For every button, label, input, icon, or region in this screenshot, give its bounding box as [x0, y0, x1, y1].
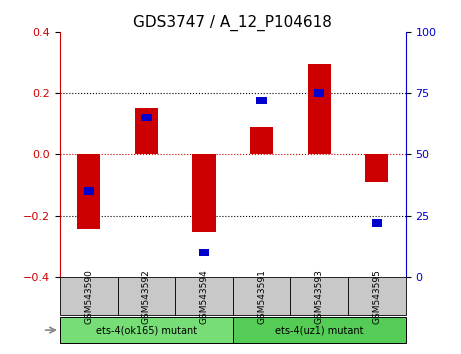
Text: GSM543594: GSM543594 — [200, 269, 208, 324]
Title: GDS3747 / A_12_P104618: GDS3747 / A_12_P104618 — [133, 14, 332, 30]
Bar — [372, 219, 382, 227]
Text: GSM543593: GSM543593 — [315, 269, 324, 324]
Bar — [233, 277, 290, 315]
Bar — [256, 97, 267, 104]
Text: ets-4(uz1) mutant: ets-4(uz1) mutant — [275, 325, 363, 335]
Bar — [135, 108, 158, 154]
Bar — [365, 154, 388, 182]
Bar — [118, 277, 175, 315]
Text: GSM543592: GSM543592 — [142, 269, 151, 324]
Bar — [233, 317, 406, 343]
Bar — [308, 64, 331, 154]
Text: ets-4(ok165) mutant: ets-4(ok165) mutant — [96, 325, 197, 335]
Bar — [83, 187, 94, 195]
Text: GSM543590: GSM543590 — [84, 269, 93, 324]
Bar — [348, 277, 406, 315]
Text: GSM543595: GSM543595 — [372, 269, 381, 324]
Text: GSM543591: GSM543591 — [257, 269, 266, 324]
Bar — [60, 277, 118, 315]
Bar — [290, 277, 348, 315]
Bar — [314, 89, 325, 97]
Bar — [193, 154, 216, 233]
Bar — [60, 317, 233, 343]
Bar — [199, 249, 209, 256]
Bar — [141, 114, 152, 121]
Bar — [175, 277, 233, 315]
Bar — [250, 127, 273, 154]
Bar — [77, 154, 100, 229]
